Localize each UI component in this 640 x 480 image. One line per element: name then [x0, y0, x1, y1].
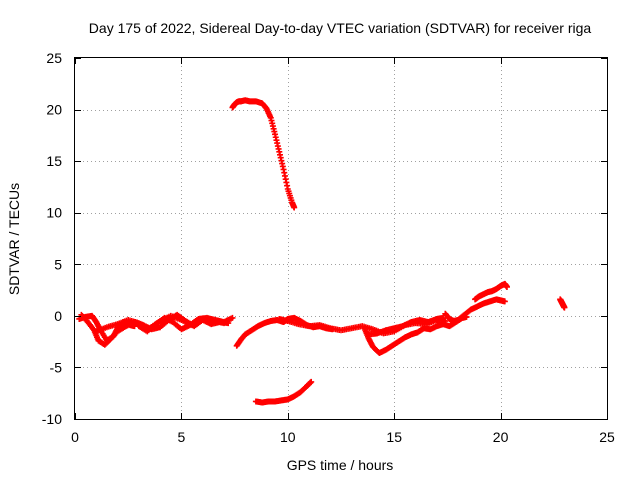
axes: 0 5 10 15 20 25 -10 -5 0 5 10 15 20 25 — [42, 50, 615, 445]
x-tick-label: 5 — [178, 429, 186, 445]
x-tick-label: 20 — [493, 429, 509, 445]
x-tick-label: 0 — [71, 429, 79, 445]
x-axis-label: GPS time / hours — [287, 457, 394, 473]
x-tick-label: 15 — [386, 429, 402, 445]
data-series-arc-7 — [252, 378, 315, 406]
data-point — [308, 378, 315, 385]
x-tick-label: 25 — [599, 429, 615, 445]
data-series-arc-10 — [365, 314, 447, 338]
data-series-arc-11 — [442, 296, 508, 325]
y-tick-label: 25 — [46, 50, 62, 66]
data-series-arc-4 — [135, 314, 236, 335]
data-points — [76, 97, 568, 406]
data-series-arc-6 — [229, 97, 298, 211]
data-point — [229, 314, 236, 321]
y-tick-label: 15 — [46, 153, 62, 169]
y-axis-label: SDTVAR / TECUs — [6, 183, 22, 295]
y-tick-label: 10 — [46, 205, 62, 221]
y-tick-label: 20 — [46, 102, 62, 118]
y-tick-label: 5 — [54, 256, 62, 272]
data-point — [561, 304, 568, 311]
data-series-arc-12 — [472, 280, 510, 303]
data-series-arc-13 — [557, 296, 568, 311]
y-tick-label: -10 — [42, 411, 62, 427]
y-tick-label: 0 — [54, 308, 62, 324]
data-point — [501, 298, 508, 305]
x-tick-label: 10 — [280, 429, 296, 445]
plot-frame — [74, 57, 608, 420]
data-point — [503, 283, 510, 290]
chart-title: Day 175 of 2022, Sidereal Day-to-day VTE… — [89, 20, 592, 36]
data-point — [291, 204, 298, 211]
y-tick-label: -5 — [50, 359, 63, 375]
